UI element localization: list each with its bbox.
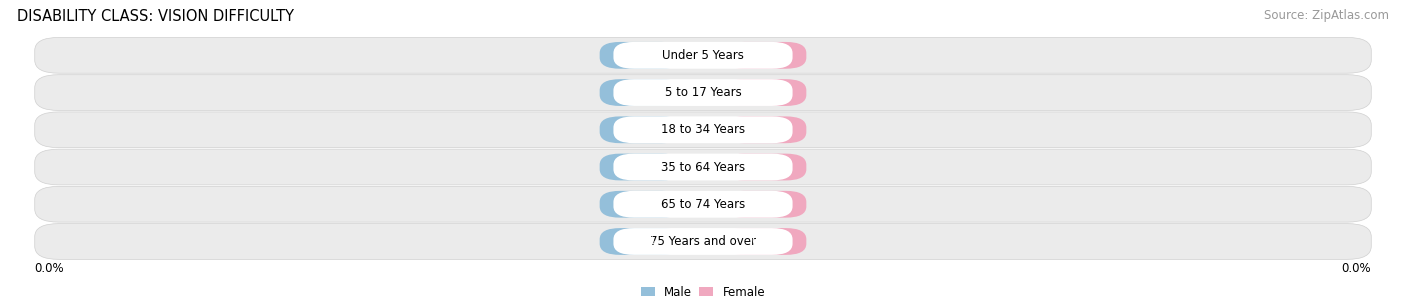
FancyBboxPatch shape (613, 116, 793, 143)
Text: 35 to 64 Years: 35 to 64 Years (661, 161, 745, 174)
FancyBboxPatch shape (599, 228, 682, 255)
Text: 0.0%: 0.0% (751, 50, 779, 60)
FancyBboxPatch shape (724, 191, 807, 218)
FancyBboxPatch shape (724, 228, 807, 255)
FancyBboxPatch shape (724, 79, 807, 106)
FancyBboxPatch shape (599, 154, 682, 181)
FancyBboxPatch shape (724, 42, 807, 69)
Text: Under 5 Years: Under 5 Years (662, 49, 744, 62)
Text: 0.0%: 0.0% (627, 199, 655, 209)
Text: 0.0%: 0.0% (627, 125, 655, 135)
FancyBboxPatch shape (613, 228, 793, 255)
Text: 75 Years and over: 75 Years and over (650, 235, 756, 248)
Text: DISABILITY CLASS: VISION DIFFICULTY: DISABILITY CLASS: VISION DIFFICULTY (17, 9, 294, 24)
FancyBboxPatch shape (613, 42, 793, 69)
Text: 0.0%: 0.0% (751, 199, 779, 209)
Text: 65 to 74 Years: 65 to 74 Years (661, 198, 745, 211)
FancyBboxPatch shape (35, 186, 1371, 222)
FancyBboxPatch shape (35, 112, 1371, 148)
Text: 0.0%: 0.0% (751, 237, 779, 247)
Text: 0.0%: 0.0% (627, 50, 655, 60)
Text: 0.0%: 0.0% (627, 88, 655, 98)
Text: 18 to 34 Years: 18 to 34 Years (661, 123, 745, 136)
FancyBboxPatch shape (613, 79, 793, 106)
FancyBboxPatch shape (599, 42, 682, 69)
FancyBboxPatch shape (35, 37, 1371, 73)
Text: 0.0%: 0.0% (627, 237, 655, 247)
Text: 0.0%: 0.0% (751, 88, 779, 98)
Text: 0.0%: 0.0% (627, 162, 655, 172)
FancyBboxPatch shape (35, 75, 1371, 110)
FancyBboxPatch shape (613, 191, 793, 218)
Legend: Male, Female: Male, Female (636, 281, 770, 303)
FancyBboxPatch shape (35, 149, 1371, 185)
Text: 0.0%: 0.0% (35, 262, 65, 275)
FancyBboxPatch shape (613, 154, 793, 181)
Text: 0.0%: 0.0% (751, 162, 779, 172)
FancyBboxPatch shape (724, 116, 807, 143)
FancyBboxPatch shape (35, 224, 1371, 259)
Text: Source: ZipAtlas.com: Source: ZipAtlas.com (1264, 9, 1389, 22)
FancyBboxPatch shape (599, 116, 682, 143)
FancyBboxPatch shape (599, 191, 682, 218)
FancyBboxPatch shape (724, 154, 807, 181)
Text: 5 to 17 Years: 5 to 17 Years (665, 86, 741, 99)
FancyBboxPatch shape (599, 79, 682, 106)
Text: 0.0%: 0.0% (1341, 262, 1371, 275)
Text: 0.0%: 0.0% (751, 125, 779, 135)
